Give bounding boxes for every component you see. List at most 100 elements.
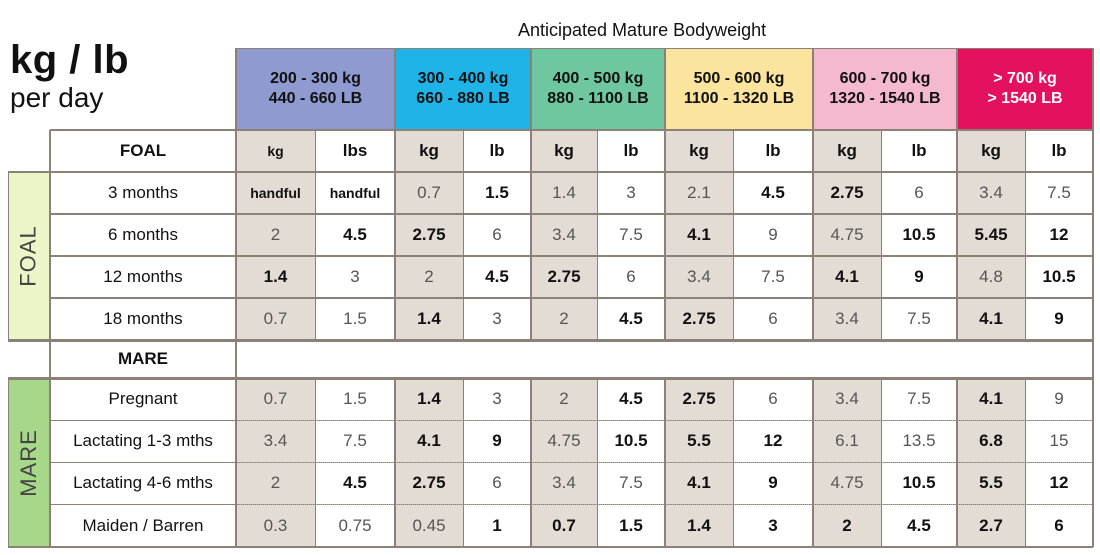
table-cell: 1.5 — [343, 389, 367, 408]
table-cell: 10.5 — [1042, 267, 1076, 286]
table-cell: 0.75 — [338, 515, 372, 535]
table-cell: 3 — [492, 309, 502, 328]
grid-line — [812, 48, 814, 130]
unit-header: kg — [837, 141, 857, 160]
unit-header: kg — [419, 141, 439, 160]
weight-band-lb: > 1540 LB — [987, 90, 1063, 107]
grid-line — [664, 48, 666, 130]
table-cell: 1.4 — [417, 309, 441, 328]
grid-line — [8, 339, 1093, 342]
unit-header: lb — [911, 141, 927, 160]
table-cell: 3.4 — [979, 183, 1003, 202]
unit-header: lb — [1051, 141, 1067, 160]
weight-band-kg: 200 - 300 kg — [270, 70, 361, 87]
table-cell: 6.8 — [979, 431, 1003, 450]
table-cell: 15 — [1049, 431, 1069, 450]
table-cell: 2 — [842, 515, 852, 535]
table-cell: 9 — [914, 267, 924, 286]
table-cell: 1.5 — [343, 309, 367, 328]
table-cell: handful — [250, 185, 301, 201]
mare-row-label: Maiden / Barren — [82, 515, 204, 535]
grid-line — [530, 378, 532, 547]
table-cell: 1.4 — [552, 183, 576, 202]
table-cell: 12 — [1049, 225, 1069, 244]
grid-line — [8, 546, 1093, 548]
weight-band-text: 300 - 400 kg 660 - 880 LB — [416, 69, 509, 109]
grid-line — [315, 130, 316, 340]
foal-section-header: FOAL — [119, 141, 167, 160]
mare-row-label: Pregnant — [108, 389, 178, 408]
table-cell: 3.4 — [835, 309, 859, 328]
grid-line — [463, 130, 464, 340]
grid-line — [530, 48, 532, 130]
table-cell: 5.45 — [974, 225, 1008, 244]
kg-column-shade — [395, 130, 463, 340]
table-cell: 1.4 — [687, 515, 711, 535]
table-cell: 4.1 — [835, 267, 859, 286]
table-cell: 0.7 — [417, 183, 441, 202]
table-cell: 2 — [559, 309, 569, 328]
page-subtitle: per day — [10, 82, 104, 113]
weight-band-text: 200 - 300 kg 440 - 660 LB — [269, 69, 362, 109]
table-cell: 0.7 — [263, 309, 288, 328]
weight-band-lb: 880 - 1100 LB — [547, 90, 649, 107]
grid-line — [881, 130, 882, 340]
table-cell: 2.75 — [830, 183, 864, 202]
grid-line — [1092, 48, 1094, 547]
grid-line — [394, 378, 396, 547]
table-cell: 9 — [1054, 389, 1064, 408]
table-cell: 7.5 — [619, 225, 643, 244]
table-cell: 4.1 — [979, 309, 1003, 328]
grid-line — [236, 48, 1093, 49]
table-cell: 4.5 — [343, 473, 367, 492]
grid-line — [8, 378, 9, 547]
table-cell: handful — [329, 185, 381, 201]
mare-section-header: MARE — [117, 349, 169, 368]
table-cell: 6 — [626, 267, 636, 286]
weight-band-text: 600 - 700 kg 1320 - 1540 LB — [829, 69, 940, 109]
table-cell: 4.75 — [830, 473, 864, 492]
grid-line — [530, 130, 532, 340]
table-cell: 3 — [768, 515, 778, 535]
table-cell: 9 — [1054, 309, 1064, 328]
table-cell: 9 — [768, 473, 778, 492]
table-cell: 7.5 — [343, 431, 367, 450]
table-cell: 9 — [768, 225, 778, 244]
unit-header: kg — [554, 141, 574, 160]
grid-line — [956, 130, 958, 340]
table-cell: 3.4 — [835, 389, 859, 408]
table-cell: 4.1 — [687, 473, 711, 492]
weight-band-header: 300 - 400 kg 660 - 880 LB — [395, 48, 531, 130]
grid-line — [394, 130, 396, 340]
table-cell: 7.5 — [907, 309, 931, 328]
weight-band-text: 500 - 600 kg 1100 - 1320 LB — [684, 69, 794, 109]
table-cell: 4.5 — [619, 389, 643, 408]
table-cell: 9 — [492, 431, 502, 450]
weight-band-kg: 500 - 600 kg — [693, 70, 785, 87]
table-cell: 2 — [270, 473, 281, 492]
grid-line — [394, 48, 396, 130]
grid-line — [49, 130, 51, 547]
table-cell: 10.5 — [902, 473, 936, 492]
kg-column-shade — [813, 130, 881, 340]
table-cell: 4.75 — [547, 431, 581, 450]
table-cell: 0.45 — [412, 515, 446, 535]
table-cell: 3.4 — [552, 473, 576, 492]
table-cell: 4.5 — [907, 515, 931, 535]
table-cell: 6 — [492, 473, 502, 492]
foal-row-label: 3 months — [108, 183, 178, 202]
weight-band-lb: 1320 - 1540 LB — [829, 90, 941, 107]
kg-column-shade — [665, 130, 733, 340]
kg-column-shade — [531, 130, 597, 340]
grid-line — [664, 130, 666, 340]
table-cell: 4.5 — [343, 225, 367, 244]
table-cell: 4.1 — [979, 389, 1003, 408]
foal-row-label: 12 months — [103, 267, 183, 286]
weight-band-kg: > 700 kg — [993, 70, 1057, 87]
grid-line — [664, 378, 666, 547]
table-cell: 10.5 — [614, 431, 648, 450]
grid-line — [8, 172, 9, 340]
mare-group-label: MARE — [8, 378, 50, 547]
table-cell: 2.75 — [547, 267, 581, 286]
table-cell: 1.4 — [417, 389, 441, 408]
